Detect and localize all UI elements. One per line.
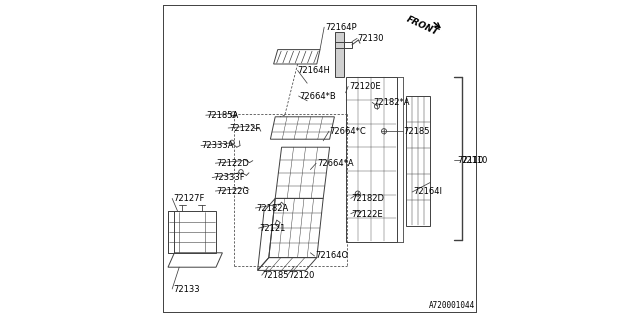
Text: 72185: 72185 <box>262 271 289 280</box>
Text: 72664*A: 72664*A <box>317 159 353 168</box>
Text: 72164I: 72164I <box>413 188 442 196</box>
Text: 72122F: 72122F <box>229 124 260 132</box>
Text: 72664*B: 72664*B <box>300 92 336 100</box>
Text: 72182A: 72182A <box>256 204 288 212</box>
Text: 72110: 72110 <box>461 156 487 164</box>
Text: 72127F: 72127F <box>173 194 204 203</box>
Text: 72182*A: 72182*A <box>372 98 410 107</box>
Text: 72164P: 72164P <box>325 23 356 32</box>
Text: 72120E: 72120E <box>349 82 380 91</box>
Text: 72122D: 72122D <box>216 159 249 168</box>
Text: A720001044: A720001044 <box>429 301 475 310</box>
Text: 72120: 72120 <box>288 271 314 280</box>
Text: 72133: 72133 <box>173 285 200 294</box>
Text: 72182D: 72182D <box>351 194 385 203</box>
Text: 72122E: 72122E <box>351 210 383 219</box>
Text: 72333A: 72333A <box>202 141 234 150</box>
Text: 72110: 72110 <box>457 156 483 164</box>
Text: 72130: 72130 <box>358 34 384 43</box>
Text: FRONT: FRONT <box>405 14 440 37</box>
Text: 72164H: 72164H <box>298 66 330 75</box>
Text: 72164O: 72164O <box>315 252 348 260</box>
Text: 72185A: 72185A <box>206 111 239 120</box>
Text: 72333F: 72333F <box>212 173 244 182</box>
Text: 72664*C: 72664*C <box>330 127 366 136</box>
Polygon shape <box>335 32 344 77</box>
Text: 72121: 72121 <box>259 224 285 233</box>
Text: 72185: 72185 <box>403 127 429 136</box>
Text: 72122G: 72122G <box>216 187 249 196</box>
